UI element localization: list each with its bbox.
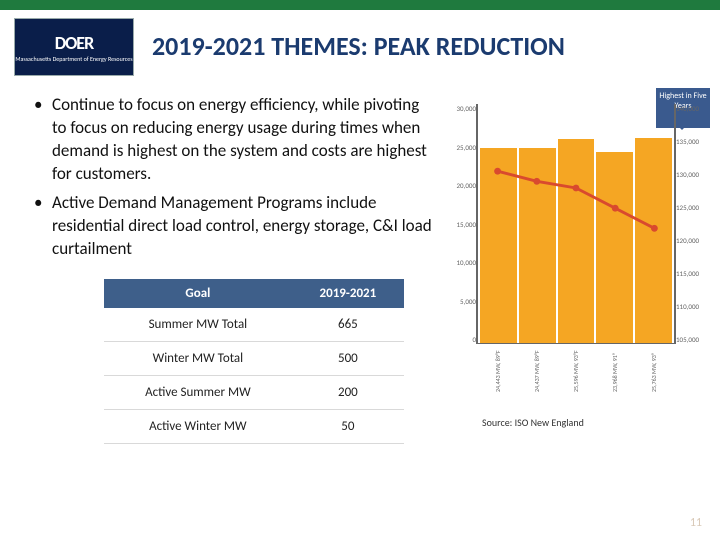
table-row: Summer MW Total665 [104, 308, 404, 342]
right-column: Highest in Five Years Peak (Megawatts) A… [442, 94, 706, 444]
content-row: •Continue to focus on energy efficiency,… [0, 76, 720, 444]
bullet-item: •Active Demand Management Programs inclu… [34, 192, 434, 261]
peak-chart: Highest in Five Years Peak (Megawatts) A… [446, 94, 706, 374]
chart-source: Source: ISO New England [482, 416, 706, 429]
page-title: 2019-2021 THEMES: PEAK REDUCTION [134, 18, 706, 62]
bar: 25,763 MW, 93° [635, 138, 672, 343]
table-row: Active Winter MW50 [104, 409, 404, 443]
bar: 24,437 MW, 89°F [519, 148, 556, 343]
bar: 23,968 MW, 91° [596, 152, 633, 343]
right-ticks: 140,000135,000130,000125,000120,000115,0… [676, 104, 706, 344]
goals-table: Goal 2019-2021 Summer MW Total665 Winter… [104, 279, 404, 444]
table-row: Active Summer MW200 [104, 375, 404, 409]
bar: 24,443 MW, 89°F [480, 148, 517, 343]
bullet-list: •Continue to focus on energy efficiency,… [34, 94, 434, 261]
logo-main: DOER [55, 32, 93, 54]
left-column: •Continue to focus on energy efficiency,… [34, 94, 434, 444]
goals-table-wrap: Goal 2019-2021 Summer MW Total665 Winter… [104, 279, 404, 444]
table-header-row: Goal 2019-2021 [104, 279, 404, 308]
header-row: DOER Massachusetts Department of Energy … [0, 10, 720, 76]
bar: 25,596 MW, 93°F [558, 139, 595, 343]
bullet-item: •Continue to focus on energy efficiency,… [34, 94, 434, 186]
bullet-text: Active Demand Management Programs includ… [52, 192, 434, 261]
page-number: 11 [690, 516, 702, 530]
bullet-text: Continue to focus on energy efficiency, … [52, 94, 434, 186]
logo-sub: Massachusetts Department of Energy Resou… [15, 56, 132, 63]
table-row: Winter MW Total500 [104, 341, 404, 375]
doer-logo: DOER Massachusetts Department of Energy … [14, 18, 134, 76]
top-accent-bar [0, 0, 720, 10]
table-header: 2019-2021 [292, 279, 404, 308]
bars-container: 24,443 MW, 89°F24,437 MW, 89°F25,596 MW,… [478, 104, 674, 343]
left-ticks: 30,00025,00020,00015,00010,0005,0000 [456, 104, 476, 344]
chart-plot-area: 24,443 MW, 89°F24,437 MW, 89°F25,596 MW,… [476, 104, 676, 344]
table-header: Goal [104, 279, 292, 308]
